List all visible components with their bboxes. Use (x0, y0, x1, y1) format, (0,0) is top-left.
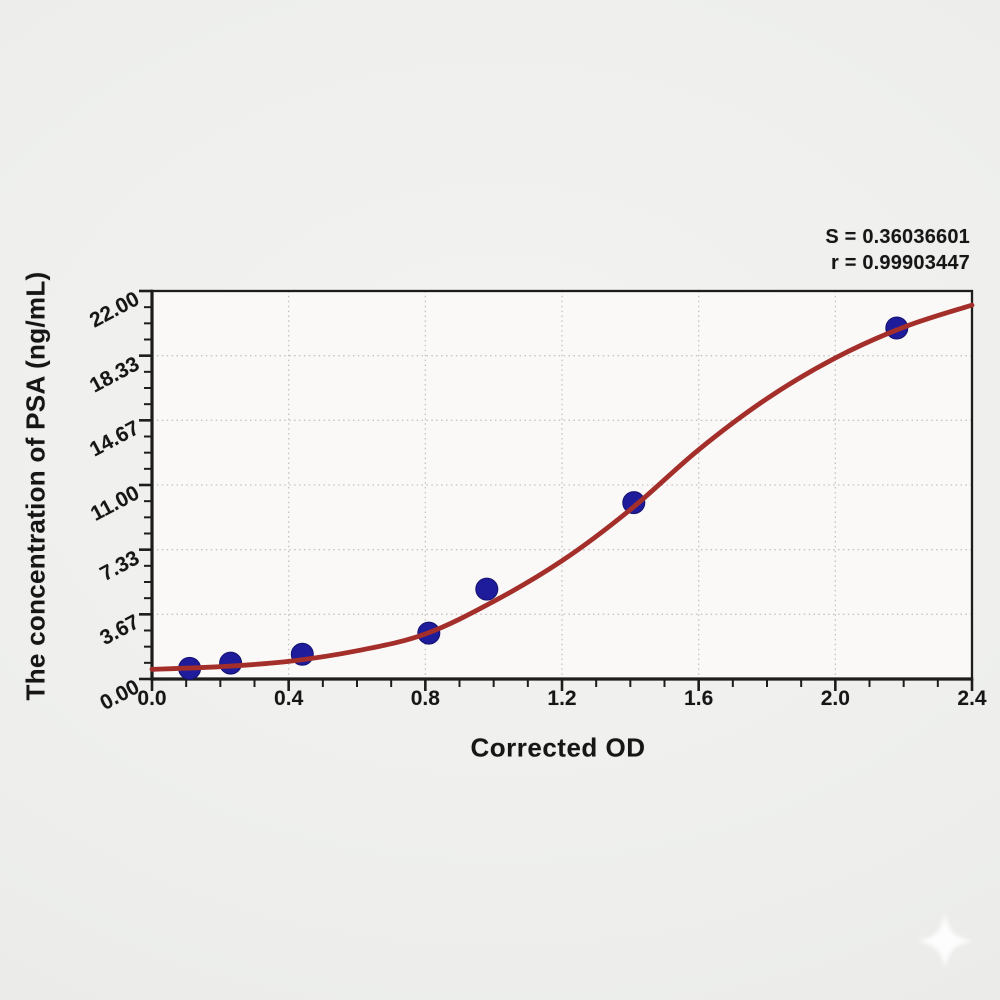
data-point (219, 651, 243, 675)
x-tick-label: 1.2 (547, 687, 577, 710)
x-tick-label: 1.6 (684, 687, 714, 710)
y-axis-title: The concentration of PSA (ng/mL) (20, 271, 51, 701)
sparkle-watermark-icon (913, 909, 977, 973)
data-point (622, 491, 646, 515)
x-tick-label: 2.0 (820, 687, 850, 710)
x-tick-label: 0.0 (137, 687, 167, 710)
x-tick-label: 0.4 (274, 687, 304, 710)
stat-s-value: S = 0.36036601 (825, 226, 970, 248)
x-tick-label: 0.8 (410, 687, 440, 710)
x-tick-label: 2.4 (957, 687, 987, 710)
fit-statistics: S = 0.36036601 r = 0.99903447 (825, 224, 970, 276)
x-axis-title: Corrected OD (470, 732, 646, 763)
fit-curve (149, 302, 975, 672)
data-point (475, 577, 499, 601)
stat-r-value: r = 0.99903447 (830, 252, 970, 274)
